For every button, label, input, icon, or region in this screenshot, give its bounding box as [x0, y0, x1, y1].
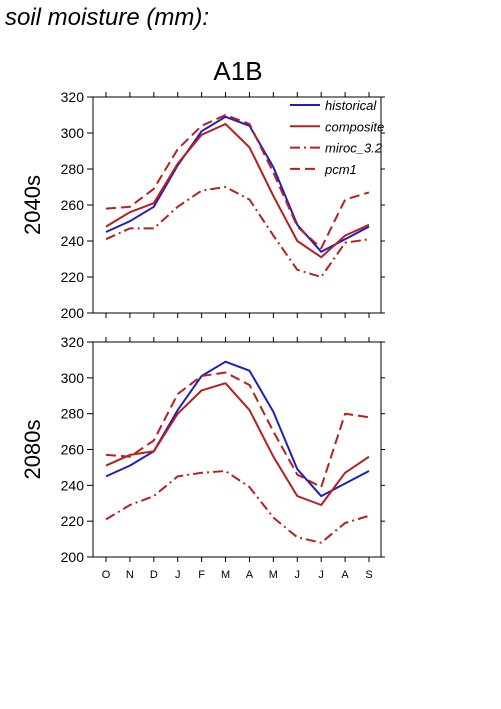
legend-label: historical [325, 98, 377, 113]
series-line-pcm1 [105, 114, 370, 250]
series-line-pcm1 [105, 371, 370, 489]
y-tick-label: 200 [61, 305, 85, 321]
series-line-historical [105, 115, 370, 253]
y-tick-label: 320 [61, 89, 85, 105]
x-tick-label: M [269, 569, 278, 581]
chart-title: A1B [213, 56, 263, 86]
x-tick-label: M [221, 569, 230, 581]
y-tick-label: 200 [61, 549, 85, 565]
y-tick-label: 280 [61, 406, 85, 422]
x-tick-label: J [318, 569, 324, 581]
x-tick-label: A [341, 569, 349, 581]
series-line-composite [105, 123, 370, 259]
page-title: soil moisture (mm): [5, 4, 210, 31]
series-line-miroc-3-2 [105, 470, 370, 544]
y-tick-label: 220 [61, 269, 85, 285]
y-tick-label: 240 [61, 233, 85, 249]
y-tick-label: 300 [61, 370, 85, 386]
series-line-historical [105, 360, 370, 498]
y-tick-label: 260 [61, 442, 85, 458]
y-axis-label: 2080s [20, 420, 45, 480]
series-line-miroc-3-2 [105, 186, 370, 278]
y-tick-label: 320 [61, 334, 85, 350]
y-tick-label: 300 [61, 125, 85, 141]
x-tick-label: J [295, 569, 301, 581]
x-tick-label: O [102, 569, 111, 581]
x-tick-label: F [198, 569, 205, 581]
y-tick-label: 280 [61, 161, 85, 177]
x-tick-label: A [246, 569, 254, 581]
y-tick-label: 220 [61, 513, 85, 529]
x-tick-label: N [126, 569, 134, 581]
x-tick-label: D [150, 569, 158, 581]
legend-label: miroc_3.2 [325, 141, 383, 156]
x-tick-label: S [365, 569, 372, 581]
series-line-composite [105, 382, 370, 506]
legend-label: pcm1 [324, 162, 357, 177]
plot-frame [92, 341, 382, 558]
legend-label: composite [325, 119, 384, 134]
x-tick-label: J [175, 569, 181, 581]
y-axis-label: 2040s [20, 175, 45, 235]
y-tick-label: 260 [61, 197, 85, 213]
y-tick-label: 240 [61, 477, 85, 493]
